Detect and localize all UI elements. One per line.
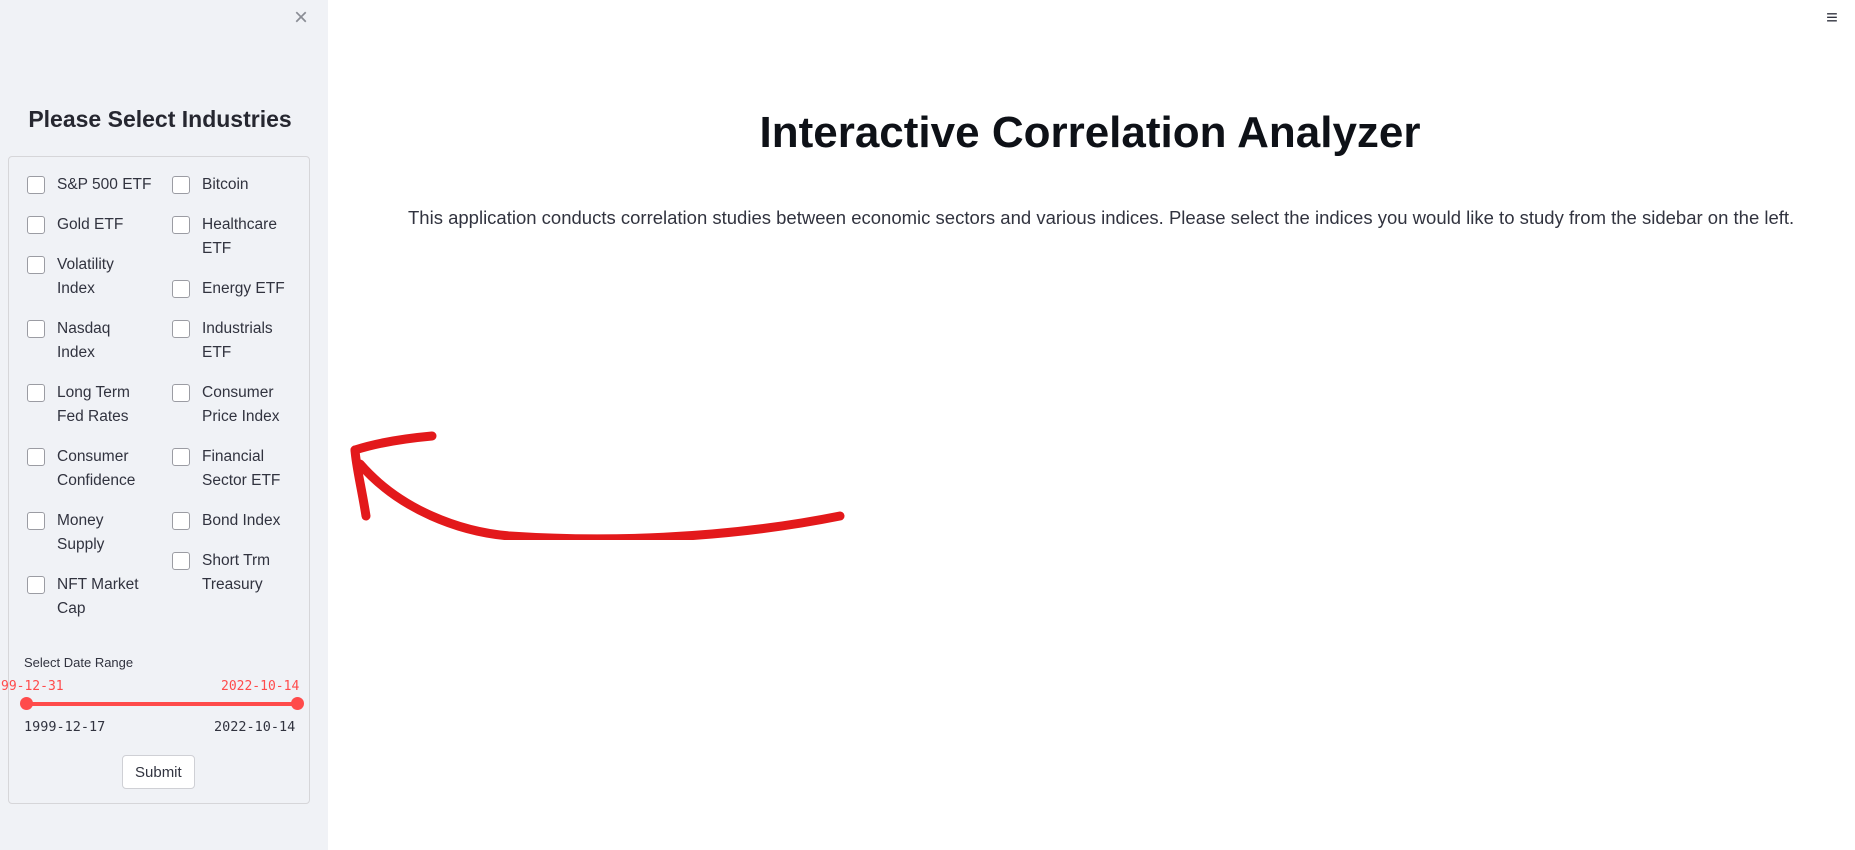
- arrow-head-vertical: [350, 445, 371, 521]
- checkbox-label: Volatility Index: [57, 256, 114, 297]
- checkbox-label: Nasdaq Index: [57, 320, 111, 361]
- checkbox-nasdaq-index[interactable]: Nasdaq Index: [27, 317, 157, 365]
- checkbox-label: Bond Index: [202, 512, 281, 529]
- checkbox-icon[interactable]: [172, 320, 190, 338]
- checkbox-icon[interactable]: [172, 176, 190, 194]
- checkbox-icon[interactable]: [27, 384, 45, 402]
- checkbox-label: Consumer Confidence: [57, 448, 136, 489]
- checkbox-bond-index[interactable]: Bond Index: [172, 509, 302, 533]
- industry-form: S&P 500 ETF Gold ETF Volatility Index Na…: [1, 156, 310, 804]
- checkbox-icon[interactable]: [27, 176, 45, 194]
- checkbox-volatility-index[interactable]: Volatility Index: [27, 253, 157, 301]
- checkbox-label: Energy ETF: [202, 280, 285, 297]
- checkbox-icon[interactable]: [172, 552, 190, 570]
- arrow-shaft: [355, 459, 845, 540]
- submit-button[interactable]: Submit: [122, 755, 195, 789]
- hamburger-menu-icon[interactable]: ≡: [1826, 7, 1838, 29]
- checkbox-label: S&P 500 ETF: [57, 176, 152, 193]
- checkbox-gold-etf[interactable]: Gold ETF: [27, 213, 157, 237]
- checkbox-icon[interactable]: [27, 448, 45, 466]
- checkbox-healthcare-etf[interactable]: Healthcare ETF: [172, 213, 302, 261]
- checkbox-icon[interactable]: [172, 384, 190, 402]
- checkbox-icon[interactable]: [172, 216, 190, 234]
- checkbox-icon[interactable]: [172, 280, 190, 298]
- checkbox-money-supply[interactable]: Money Supply: [27, 509, 157, 557]
- slider-start-handle[interactable]: [20, 697, 33, 710]
- slider-min-label: 1999-12-17: [24, 719, 106, 735]
- checkbox-industrials-etf[interactable]: Industrials ETF: [172, 317, 302, 365]
- checkbox-financial-sector-etf[interactable]: Financial Sector ETF: [172, 445, 302, 493]
- checkbox-nft-market-cap[interactable]: NFT Market Cap: [27, 573, 157, 621]
- slider-max-label: 2022-10-14: [214, 719, 296, 735]
- checkbox-icon[interactable]: [172, 448, 190, 466]
- checkbox-label: Healthcare ETF: [202, 216, 277, 257]
- checkbox-label: Short Trm Treasury: [202, 552, 271, 593]
- checkbox-icon[interactable]: [172, 512, 190, 530]
- checkbox-label: Bitcoin: [202, 176, 249, 193]
- close-icon[interactable]: ×: [293, 4, 308, 31]
- checkbox-consumer-confidence[interactable]: Consumer Confidence: [27, 445, 157, 493]
- sidebar-title: Please Select Industries: [28, 106, 292, 132]
- checkbox-label: Gold ETF: [57, 216, 124, 233]
- arrow-head-horizontal: [350, 431, 437, 455]
- checkbox-label: Industrials ETF: [202, 320, 273, 361]
- slider-end-value: 2022-10-14: [221, 679, 300, 694]
- checkbox-icon[interactable]: [27, 512, 45, 530]
- arrow-annotation-icon: [350, 431, 845, 540]
- checkbox-label: Consumer Price Index: [202, 384, 280, 425]
- page-title: Interactive Correlation Analyzer: [759, 108, 1421, 157]
- date-range-slider-track[interactable]: [24, 702, 294, 706]
- checkbox-label: Money Supply: [57, 512, 105, 553]
- date-range-label: Select Date Range: [24, 655, 134, 670]
- checkbox-icon[interactable]: [27, 216, 45, 234]
- checkbox-icon[interactable]: [27, 576, 45, 594]
- checkbox-icon[interactable]: [27, 256, 45, 274]
- checkbox-short-trm-treasury[interactable]: Short Trm Treasury: [172, 549, 302, 597]
- checkbox-label: Financial Sector ETF: [202, 448, 281, 489]
- checkbox-energy-etf[interactable]: Energy ETF: [172, 277, 302, 301]
- checkbox-icon[interactable]: [27, 320, 45, 338]
- checkbox-bitcoin[interactable]: Bitcoin: [172, 173, 302, 197]
- intro-text: This application conducts correlation st…: [408, 207, 1795, 228]
- checkbox-label: Long Term Fed Rates: [57, 384, 130, 425]
- checkbox-long-term-fed-rates[interactable]: Long Term Fed Rates: [27, 381, 157, 429]
- checkbox-sp500-etf[interactable]: S&P 500 ETF: [27, 173, 157, 197]
- slider-end-handle[interactable]: [291, 697, 304, 710]
- sidebar: × Please Select Industries S&P 500 ETF G…: [0, 0, 328, 850]
- checkbox-consumer-price-index[interactable]: Consumer Price Index: [172, 381, 302, 429]
- checkbox-label: NFT Market Cap: [57, 576, 139, 617]
- slider-start-value: 99-12-31: [1, 679, 64, 694]
